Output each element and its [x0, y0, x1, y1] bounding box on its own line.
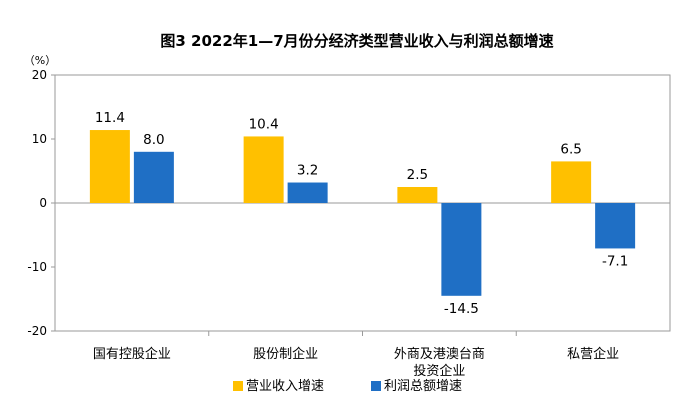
- bar-revenue-growth: [89, 130, 130, 203]
- bar-profit-growth: [595, 203, 636, 249]
- y-tick-label: -20: [27, 324, 47, 338]
- bar-revenue-growth: [551, 161, 592, 203]
- y-tick-label: 10: [32, 132, 47, 146]
- bar-value-label: 2.5: [407, 167, 428, 183]
- bar-profit-growth: [287, 182, 328, 203]
- bar-revenue-growth: [243, 136, 284, 203]
- bar-value-label: 3.2: [297, 163, 318, 179]
- bar-value-label: 11.4: [95, 110, 125, 126]
- legend-swatch: [233, 381, 243, 391]
- x-category-label: 私营企业: [567, 346, 619, 362]
- bar-value-label: 10.4: [249, 116, 279, 132]
- legend: 营业收入增速 利润总额增速: [233, 379, 462, 394]
- legend-swatch: [371, 381, 381, 391]
- y-tick-label: 20: [32, 68, 47, 82]
- bar-profit-growth: [133, 151, 174, 203]
- bar-value-label: -7.1: [602, 253, 628, 269]
- bar-value-label: 8.0: [143, 132, 164, 148]
- bar-profit-growth: [441, 203, 482, 296]
- y-tick-label: 0: [39, 196, 47, 210]
- x-category-label: 国有控股企业: [93, 346, 171, 362]
- chart-title: 图3 2022年1—7月份分经济类型营业收入与利润总额增速: [160, 32, 553, 50]
- y-axis-unit-label: （%）: [24, 54, 56, 67]
- bar-value-label: -14.5: [444, 301, 479, 317]
- legend-label: 利润总额增速: [384, 379, 462, 394]
- data-labels: 11.4 8.0 10.4 3.2 2.5 -14.5 6.5 -7.1: [95, 110, 628, 317]
- bar-value-label: 6.5: [560, 141, 581, 157]
- x-category-label: 股份制企业: [253, 346, 318, 362]
- x-category-label: 投资企业: [413, 363, 465, 379]
- x-category-label: 外商及港澳台商: [394, 346, 485, 362]
- bars: [89, 130, 636, 296]
- legend-label: 营业收入增速: [246, 379, 324, 394]
- y-tick-label: -10: [27, 260, 47, 274]
- bar-revenue-growth: [397, 187, 438, 203]
